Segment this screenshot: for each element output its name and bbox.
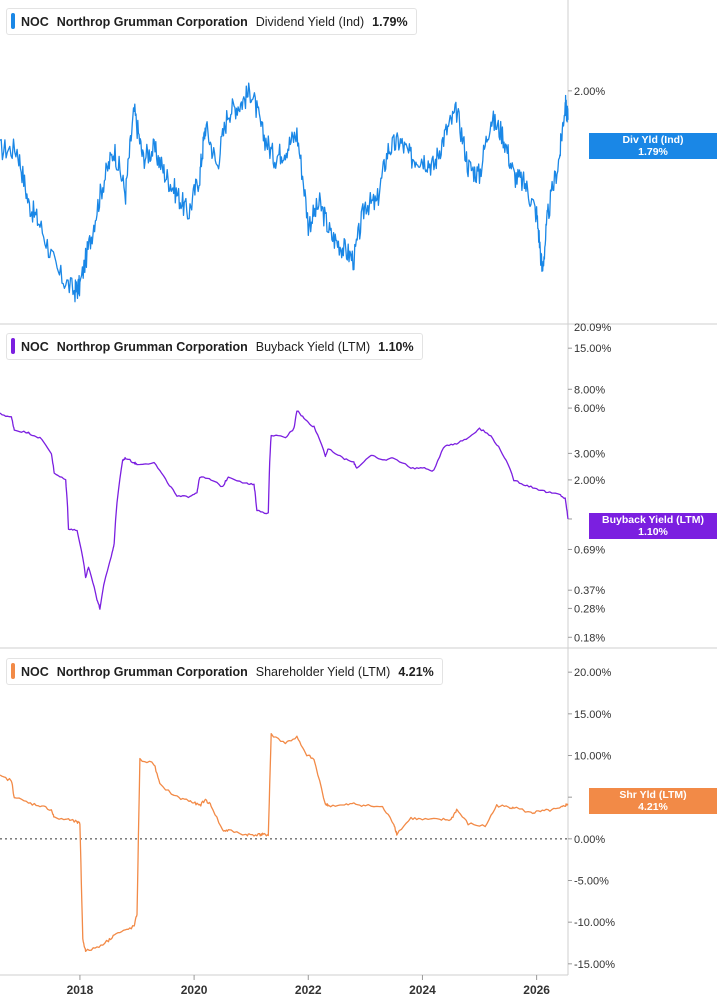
last-value-flag-1: Div Yld (Ind) 1.79% xyxy=(589,133,717,159)
legend-company: Northrop Grumman Corporation xyxy=(56,14,248,29)
y-tick-label: 20.00% xyxy=(574,667,612,679)
y-tick-label: 0.37% xyxy=(574,585,605,597)
legend-ticker: NOC xyxy=(21,664,49,679)
legend-metric: Buyback Yield (LTM) xyxy=(255,339,371,354)
x-tick-label: 2022 xyxy=(295,983,322,997)
legend-color-bar xyxy=(11,338,15,354)
legend-value: 1.10% xyxy=(378,339,414,354)
flag-label: Div Yld (Ind) xyxy=(622,134,684,146)
legend-company: Northrop Grumman Corporation xyxy=(56,664,248,679)
y-tick-label: 0.69% xyxy=(574,544,605,556)
x-tick-label: 2020 xyxy=(181,983,208,997)
y-tick-label: 15.00% xyxy=(574,709,612,721)
flag-value: 1.10% xyxy=(638,526,668,538)
legend-color-bar xyxy=(11,13,15,29)
y-tick-label: 0.28% xyxy=(574,603,605,615)
legend-value: 4.21% xyxy=(398,664,434,679)
y-tick-label: -10.00% xyxy=(574,917,615,929)
y-tick-label: 2.00% xyxy=(574,86,605,98)
y-tick-label: 10.00% xyxy=(574,751,612,763)
legend-panel-2: NOC Northrop Grumman Corporation Buyback… xyxy=(6,333,423,360)
y-tick-label: 20.09% xyxy=(574,322,612,334)
legend-value: 1.79% xyxy=(372,14,408,29)
x-tick-label: 2018 xyxy=(67,983,94,997)
x-tick-label: 2026 xyxy=(523,983,550,997)
last-value-flag-3: Shr Yld (LTM) 4.21% xyxy=(589,788,717,814)
y-tick-label: -5.00% xyxy=(574,876,609,888)
legend-color-bar xyxy=(11,663,15,679)
legend-ticker: NOC xyxy=(21,14,49,29)
legend-ticker: NOC xyxy=(21,339,49,354)
legend-panel-3: NOC Northrop Grumman Corporation Shareho… xyxy=(6,658,443,685)
series-line-3 xyxy=(0,732,569,953)
last-value-flag-2: Buyback Yield (LTM) 1.10% xyxy=(589,513,717,539)
y-tick-label: 6.00% xyxy=(574,403,605,415)
x-tick-label: 2024 xyxy=(409,983,436,997)
flag-label: Buyback Yield (LTM) xyxy=(602,514,704,526)
y-tick-label: 15.00% xyxy=(574,343,612,355)
legend-panel-1: NOC Northrop Grumman Corporation Dividen… xyxy=(6,8,417,35)
y-tick-label: 8.00% xyxy=(574,384,605,396)
legend-metric: Dividend Yield (Ind) xyxy=(255,14,365,29)
y-tick-label: 3.00% xyxy=(574,448,605,460)
flag-label: Shr Yld (LTM) xyxy=(619,789,687,801)
flag-value: 4.21% xyxy=(638,801,668,813)
y-tick-label: 2.00% xyxy=(574,475,605,487)
series-line-1 xyxy=(0,82,569,303)
y-tick-label: 0.18% xyxy=(574,632,605,644)
series-line-2 xyxy=(0,410,569,610)
legend-company: Northrop Grumman Corporation xyxy=(56,339,248,354)
flag-value: 1.79% xyxy=(638,146,668,158)
y-tick-label: -15.00% xyxy=(574,959,615,971)
y-tick-label: 0.00% xyxy=(574,834,605,846)
legend-metric: Shareholder Yield (LTM) xyxy=(255,664,391,679)
